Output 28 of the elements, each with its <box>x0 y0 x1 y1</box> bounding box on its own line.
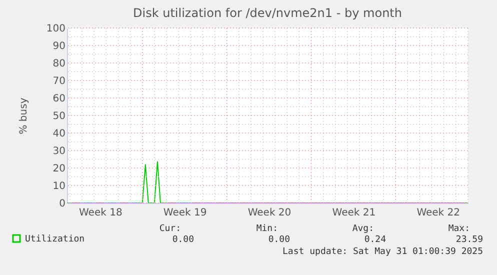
y-tick-label: 10 <box>52 181 66 192</box>
text: Max: <box>448 224 470 234</box>
text: Last update: Sat May 31 01:00:39 2025 <box>282 247 483 257</box>
text: 0.00 <box>172 235 194 245</box>
y-tick-label: 80 <box>52 58 66 70</box>
y-tick-label: 20 <box>52 164 66 174</box>
y-tick-label: 50 <box>52 111 66 122</box>
text: 23.59 <box>456 235 483 245</box>
y-tick-label: 30 <box>52 146 66 157</box>
y-tick-label: 0 <box>59 198 66 210</box>
y-tick-label: 100 <box>46 24 66 34</box>
y-tick-label: 60 <box>52 94 66 104</box>
text: Min: <box>256 224 278 234</box>
x-tick-label: Week 22 <box>416 208 460 218</box>
text: 0.00 <box>268 235 290 245</box>
x-tick-label: Week 20 <box>248 208 292 218</box>
y-axis-title: % busy <box>18 98 30 134</box>
text: 0.24 <box>364 235 386 245</box>
chart-title: Disk utilization for /dev/nvme2n1 - by month <box>133 6 402 20</box>
y-tick-label: 70 <box>52 76 66 87</box>
y-tick-label: 40 <box>52 128 66 140</box>
text: Cur: <box>159 224 181 234</box>
x-tick-label: Week 18 <box>79 208 122 218</box>
legend-label: Utilization <box>25 234 85 244</box>
text: Avg: <box>352 224 374 234</box>
x-tick-label: Week 21 <box>332 208 376 218</box>
y-tick-label: 90 <box>52 41 66 52</box>
x-tick-label: Week 19 <box>163 208 207 218</box>
